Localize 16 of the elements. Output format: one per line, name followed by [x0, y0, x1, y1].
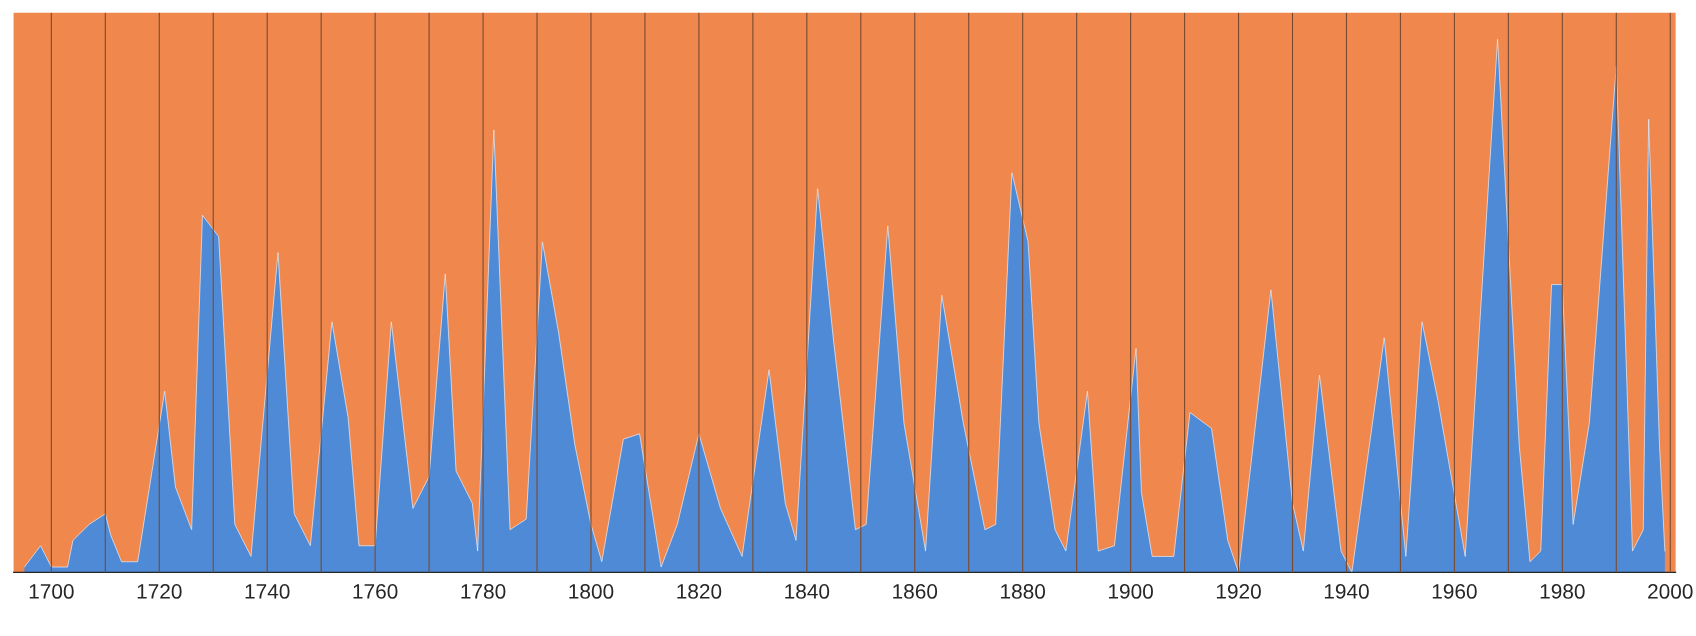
x-tick-label: 1700: [29, 584, 74, 599]
x-tick-label: 1800: [569, 584, 614, 599]
x-tick-label: 1740: [245, 584, 290, 599]
x-tick-label: 1840: [785, 584, 830, 599]
x-tick-label: 2000: [1648, 584, 1693, 599]
x-tick-label: 1980: [1540, 584, 1585, 599]
x-tick-label: 1960: [1432, 584, 1477, 599]
x-tick-label: 1820: [677, 584, 722, 599]
x-tick-label: 1860: [893, 584, 938, 599]
x-tick-label: 1940: [1324, 584, 1369, 599]
x-tick-label: 1720: [137, 584, 182, 599]
x-tick-label: 1760: [353, 584, 398, 599]
x-tick-label: 1880: [1001, 584, 1046, 599]
x-tick-label: 1780: [461, 584, 506, 599]
x-tick-label: 1900: [1109, 584, 1153, 599]
x-tick-label: 1920: [1216, 584, 1261, 599]
